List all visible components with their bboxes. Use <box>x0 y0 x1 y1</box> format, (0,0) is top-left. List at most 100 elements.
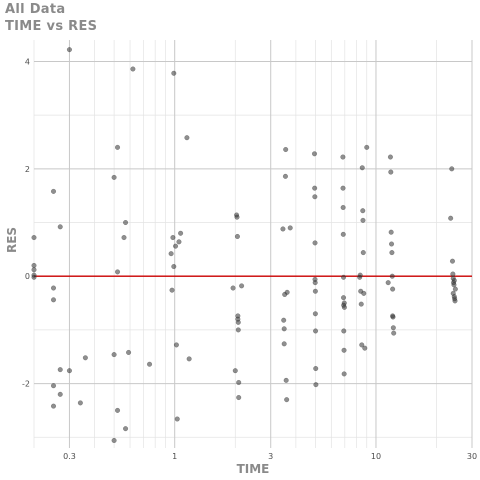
data-point <box>449 166 455 172</box>
data-point <box>341 328 347 334</box>
x-tick-label: 3 <box>268 452 273 461</box>
data-point <box>126 349 132 355</box>
data-point <box>121 235 127 241</box>
data-point <box>115 407 121 413</box>
y-tick-label: 0 <box>25 272 30 281</box>
data-point <box>312 185 318 191</box>
data-point <box>236 395 242 401</box>
data-point <box>230 285 236 291</box>
data-point <box>341 300 347 306</box>
y-tick-label: 4 <box>25 57 30 66</box>
data-point <box>360 208 366 214</box>
data-point <box>389 273 395 279</box>
data-point <box>361 290 367 296</box>
data-point <box>362 345 368 351</box>
data-point <box>312 288 318 294</box>
axis-ticks: 0.3 1 3 10 30 -2 0 2 4 <box>22 57 477 461</box>
data-point <box>284 397 290 403</box>
data-points <box>31 47 458 443</box>
data-point <box>390 286 396 292</box>
y-tick-label: 2 <box>25 165 30 174</box>
data-point <box>357 272 363 278</box>
data-point <box>358 301 364 307</box>
data-point <box>452 298 458 304</box>
data-point <box>130 66 136 72</box>
data-point <box>31 262 37 268</box>
data-point <box>171 264 177 270</box>
y-tick-label: -2 <box>22 380 30 389</box>
data-point <box>312 311 318 317</box>
data-point <box>313 366 319 372</box>
x-tick-label: 0.3 <box>63 452 76 461</box>
data-point <box>235 327 241 333</box>
data-point <box>389 241 395 247</box>
major-grid <box>34 40 473 448</box>
data-point <box>51 403 57 409</box>
data-point <box>390 314 396 320</box>
x-tick-label: 30 <box>467 452 477 461</box>
data-point <box>284 289 290 295</box>
data-point <box>232 368 238 374</box>
data-point <box>176 239 182 245</box>
data-point <box>51 383 57 389</box>
data-point <box>173 342 179 348</box>
data-point <box>236 380 242 386</box>
data-point <box>31 235 37 241</box>
data-point <box>234 214 240 220</box>
data-point <box>168 251 174 257</box>
data-point <box>340 154 346 160</box>
data-point <box>341 371 347 377</box>
data-point <box>450 290 456 296</box>
data-point <box>82 355 88 361</box>
data-point <box>391 330 397 336</box>
data-point <box>451 278 457 284</box>
data-point <box>51 285 57 291</box>
data-point <box>111 352 117 358</box>
data-point <box>282 173 288 179</box>
data-point <box>313 328 319 334</box>
data-point <box>340 231 346 237</box>
data-point <box>390 325 396 331</box>
data-point <box>359 342 365 348</box>
data-point <box>387 154 393 160</box>
x-tick-label: 10 <box>371 452 381 461</box>
data-point <box>178 230 184 236</box>
data-point <box>340 185 346 191</box>
data-point <box>313 382 319 388</box>
data-point <box>364 144 370 150</box>
data-point <box>287 225 293 231</box>
data-point <box>66 47 72 53</box>
data-point <box>57 367 63 373</box>
x-axis-title: TIME <box>237 462 270 476</box>
data-point <box>389 250 395 256</box>
data-point <box>184 135 190 141</box>
data-point <box>115 269 121 275</box>
data-point <box>66 368 72 374</box>
data-point <box>170 235 176 241</box>
data-point <box>281 317 287 323</box>
data-point <box>31 267 37 273</box>
data-point <box>448 215 454 221</box>
data-point <box>111 437 117 443</box>
data-point <box>359 165 365 171</box>
data-point <box>57 391 63 397</box>
data-point <box>280 226 286 232</box>
data-point <box>341 274 347 280</box>
data-point <box>340 204 346 210</box>
data-point <box>312 240 318 246</box>
data-point <box>360 250 366 256</box>
data-point <box>51 297 57 303</box>
data-point <box>186 356 192 362</box>
data-point <box>449 258 455 264</box>
data-point <box>123 426 129 432</box>
data-point <box>450 271 456 277</box>
data-point <box>452 286 458 292</box>
data-point <box>281 341 287 347</box>
data-point <box>234 233 240 239</box>
data-point <box>341 304 347 310</box>
chart-title: All Data <box>5 2 66 17</box>
minor-grid <box>33 40 472 448</box>
data-point <box>360 217 366 223</box>
data-point <box>385 280 391 286</box>
data-point <box>341 295 347 301</box>
